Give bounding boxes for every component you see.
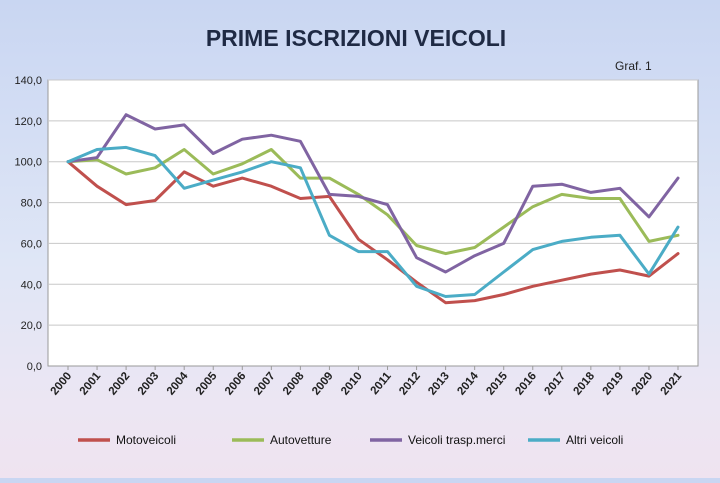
legend: Motoveicoli Autovetture Veicoli trasp.merc… bbox=[78, 433, 623, 447]
series-line-autovetture bbox=[66, 148, 680, 256]
y-axis: 0,0 20,0 40,0 60,0 80,0 100,0 120,0 140,0 bbox=[14, 75, 42, 373]
chart-title: PRIME ISCRIZIONI VEICOLI bbox=[206, 25, 506, 51]
y-tick-label: 120,0 bbox=[14, 116, 42, 128]
y-tick-label: 40,0 bbox=[21, 279, 42, 291]
y-tick-label: 140,0 bbox=[14, 75, 42, 87]
x-tick-label: 2018 bbox=[572, 370, 598, 398]
legend-item: Motoveicoli bbox=[78, 433, 176, 447]
legend-label: Veicoli trasp.merci bbox=[408, 433, 505, 447]
x-tick-label: 2015 bbox=[484, 370, 510, 398]
y-tick-label: 100,0 bbox=[14, 157, 42, 169]
x-axis: 2000 2001 2002 2003 2004 2005 2006 2007 2008 2009… bbox=[49, 366, 685, 398]
x-tick-label: 2007 bbox=[252, 370, 278, 397]
x-tick-label: 2010 bbox=[339, 370, 365, 397]
y-tick-label: 0,0 bbox=[27, 361, 42, 373]
x-tick-label: 2004 bbox=[165, 370, 191, 398]
x-tick-label: 2014 bbox=[455, 370, 481, 398]
y-tick-label: 80,0 bbox=[21, 198, 42, 210]
x-tick-label: 2008 bbox=[281, 370, 307, 398]
chart-annotation: Graf. 1 bbox=[615, 59, 652, 73]
x-tick-label: 2016 bbox=[513, 370, 539, 397]
x-tick-label: 2012 bbox=[397, 370, 423, 397]
x-tick-label: 2019 bbox=[601, 370, 627, 397]
y-tick-label: 60,0 bbox=[21, 238, 42, 250]
x-tick-label: 2005 bbox=[194, 370, 220, 398]
x-tick-label: 2009 bbox=[310, 370, 336, 397]
x-tick-label: 2017 bbox=[542, 370, 568, 397]
series-line-veicoli-trasp-merci bbox=[66, 113, 680, 274]
x-tick-label: 2011 bbox=[369, 370, 395, 397]
x-tick-label: 2001 bbox=[78, 370, 104, 398]
legend-label: Autovetture bbox=[270, 433, 332, 447]
x-tick-label: 2006 bbox=[223, 370, 249, 397]
y-tick-label: 20,0 bbox=[21, 320, 42, 332]
legend-item: Altri veicoli bbox=[528, 433, 623, 447]
x-tick-label: 2020 bbox=[630, 370, 656, 397]
x-tick-label: 2000 bbox=[49, 370, 75, 397]
x-tick-label: 2003 bbox=[136, 370, 162, 397]
legend-item: Autovetture bbox=[232, 433, 332, 447]
grid-lines bbox=[48, 79, 698, 326]
legend-label: Altri veicoli bbox=[566, 433, 623, 447]
x-tick-label: 2002 bbox=[107, 370, 133, 397]
legend-label: Motoveicoli bbox=[116, 433, 176, 447]
series-line-altri-veicoli bbox=[66, 145, 680, 298]
x-tick-label: 2013 bbox=[426, 370, 452, 397]
series-lines bbox=[66, 113, 680, 305]
x-tick-label: 2021 bbox=[659, 370, 685, 398]
series-line-motoveicoli bbox=[66, 160, 680, 305]
legend-item: Veicoli trasp.merci bbox=[370, 433, 505, 447]
